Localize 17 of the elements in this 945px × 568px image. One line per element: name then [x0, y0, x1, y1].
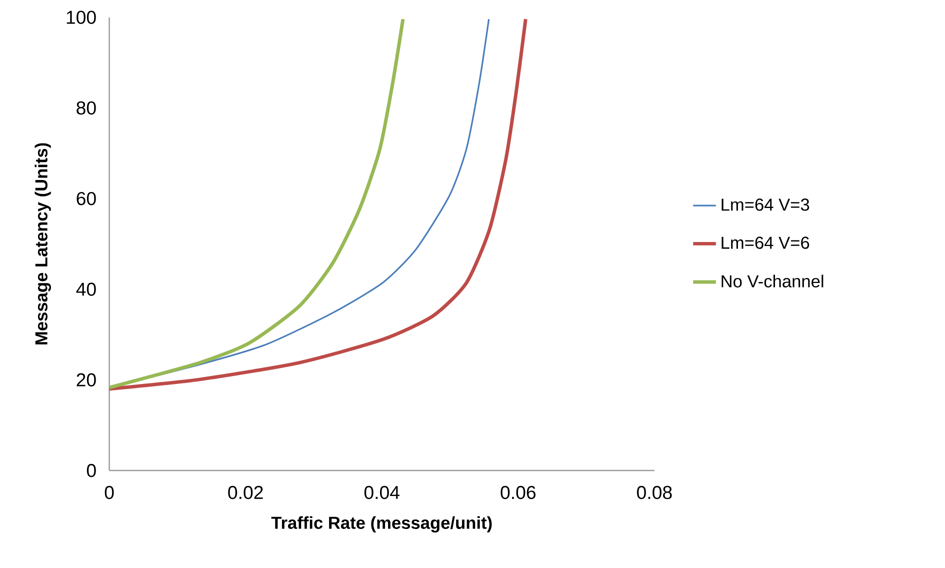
- x-axis-title: Traffic Rate (message/unit): [271, 516, 492, 533]
- y-tick-label: 20: [76, 373, 96, 387]
- x-tick-label: 0: [104, 486, 114, 500]
- y-tick-label: 60: [76, 192, 96, 206]
- legend-label: No V-channel: [722, 274, 824, 288]
- x-tick-label: 0.08: [637, 486, 672, 500]
- y-axis-title: Message Latency (Units): [34, 143, 51, 344]
- line-series: [108, 17, 405, 390]
- legend-label: Lm=64 V=6: [722, 236, 810, 249]
- y-tick-label: 0: [86, 464, 96, 478]
- y-tick-label: 80: [76, 101, 96, 115]
- legend-label: Lm=64 V=3: [722, 198, 810, 211]
- x-tick-label: 0.02: [228, 486, 263, 500]
- y-tick-label: 100: [66, 10, 96, 24]
- x-tick-label: 0.06: [500, 486, 536, 500]
- y-tick-label: 40: [76, 282, 96, 296]
- x-tick-label: 0.04: [364, 486, 400, 500]
